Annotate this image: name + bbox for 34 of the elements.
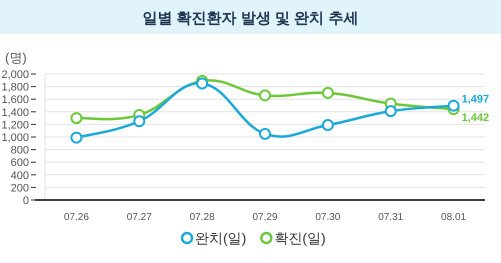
y-tick-label: 1,800 <box>1 82 29 94</box>
legend-label: 완치(일) <box>195 230 246 246</box>
point <box>448 100 460 112</box>
legend-label: 확진(일) <box>274 230 326 246</box>
y-tick-label: 200 <box>10 182 29 194</box>
y-tick-label: 400 <box>10 170 29 182</box>
point <box>70 112 82 124</box>
x-tick-label: 07.29 <box>252 212 278 223</box>
x-tick-label: 07.31 <box>378 212 404 223</box>
x-tick-label: 07.28 <box>190 212 216 223</box>
x-tick-label: 07.27 <box>126 212 152 223</box>
data-label: 1,497 <box>462 94 490 106</box>
point <box>259 128 271 140</box>
x-tick-label: 07.26 <box>64 212 90 223</box>
point <box>322 119 334 132</box>
point <box>133 115 146 128</box>
data-label: 1,442 <box>462 112 490 124</box>
y-tick-label: 1,400 <box>1 106 29 119</box>
x-tick-label: 08.01 <box>441 212 467 223</box>
x-tick-label: 07.30 <box>315 212 341 223</box>
y-tick-label: 600 <box>10 157 29 170</box>
y-tick-label: 0 <box>22 195 29 207</box>
y-axis-title: (명) <box>5 50 27 65</box>
point <box>384 105 397 118</box>
point <box>70 132 82 144</box>
y-tick-label: 800 <box>10 144 29 157</box>
point <box>259 89 271 102</box>
point <box>196 77 208 90</box>
y-tick-label: 1,200 <box>1 119 29 132</box>
point <box>322 86 334 99</box>
y-tick-label: 1,000 <box>1 132 29 144</box>
chart-title: 일별 확진환자 발생 및 완치 추세 <box>142 10 358 27</box>
y-tick-label: 1,600 <box>1 94 29 106</box>
y-tick-label: 2,000 <box>1 69 29 81</box>
